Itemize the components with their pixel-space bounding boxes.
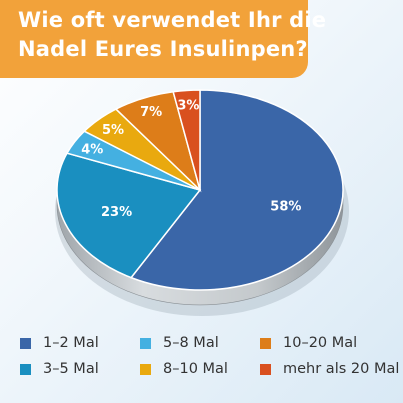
chart-title-line-2: Nadel Eures Insulinpen? — [18, 37, 308, 61]
chart-title-line-1: Wie oft verwendet Ihr die — [18, 8, 327, 32]
pie-chart: 58% 23% 4% 5% 7% 3% — [55, 89, 349, 316]
legend-label: 10–20 Mal — [283, 335, 358, 351]
legend-label: mehr als 20 Mal — [283, 361, 400, 377]
slice-label-3: 4% — [81, 143, 103, 158]
legend-item-2: 3–5 Mal — [20, 361, 99, 377]
legend-label: 1–2 Mal — [43, 335, 99, 351]
legend-item-5: 10–20 Mal — [260, 335, 357, 351]
legend-item-6: mehr als 20 Mal — [260, 361, 399, 377]
slice-label-4: 5% — [102, 123, 124, 138]
legend-item-1: 1–2 Mal — [20, 335, 99, 351]
legend-swatch — [140, 363, 151, 375]
legend-item-3: 5–8 Mal — [140, 335, 219, 351]
legend-swatch — [140, 337, 151, 349]
legend-item-4: 8–10 Mal — [140, 361, 228, 377]
legend-swatch — [260, 363, 271, 375]
title-banner: Wie oft verwendet Ihr die Nadel Eures In… — [0, 0, 326, 78]
legend-label: 5–8 Mal — [163, 335, 219, 351]
legend-label: 8–10 Mal — [163, 361, 228, 377]
chart-legend: 1–2 Mal 3–5 Mal 5–8 Mal 8–10 Mal 10–20 Mal me… — [0, 335, 403, 395]
legend-swatch — [260, 337, 271, 349]
slice-label-2: 23% — [101, 205, 132, 220]
slice-label-6: 3% — [177, 98, 199, 113]
legend-swatch — [20, 337, 31, 349]
slice-label-1: 58% — [270, 199, 301, 214]
legend-swatch — [20, 363, 31, 375]
legend-label: 3–5 Mal — [43, 361, 99, 377]
slice-label-5: 7% — [140, 105, 162, 120]
pie-top-outline — [56, 89, 344, 291]
